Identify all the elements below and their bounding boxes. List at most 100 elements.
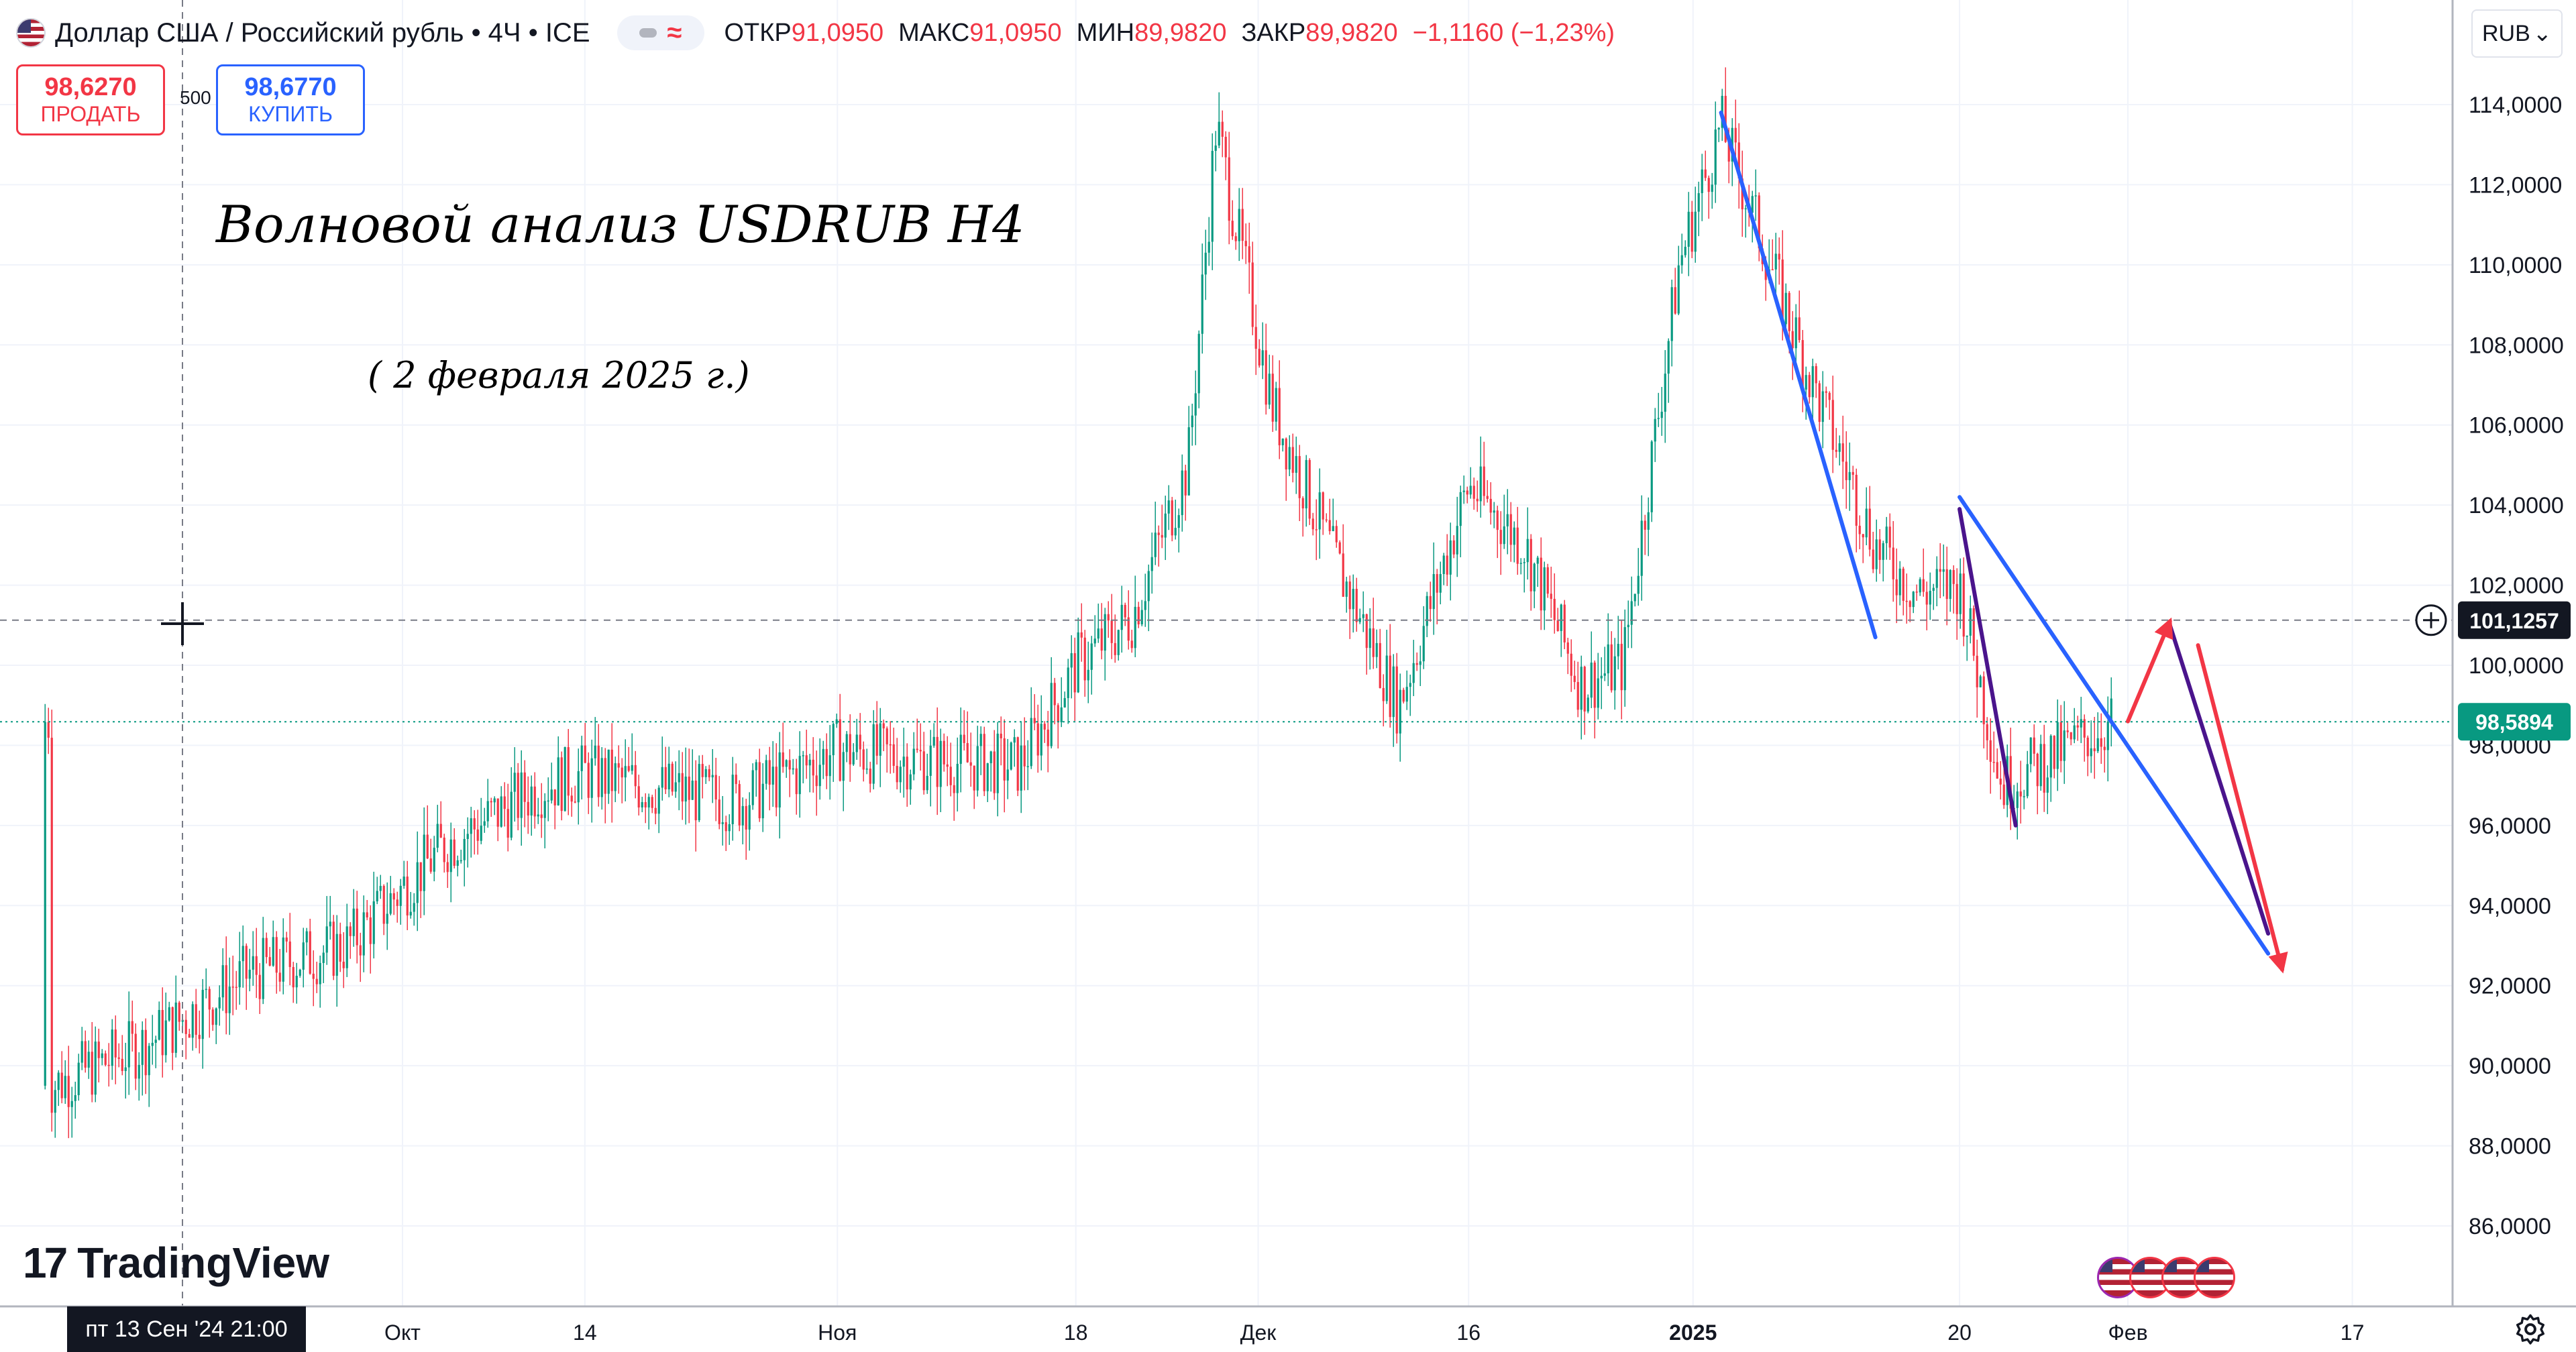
candle-body xyxy=(1449,540,1452,575)
candle-body xyxy=(1587,697,1589,712)
y-tick-label: 90,0000 xyxy=(2469,1054,2551,1079)
candle-body xyxy=(1788,292,1790,331)
candle-body xyxy=(1949,570,1951,600)
candle-body xyxy=(205,989,207,991)
candle-body xyxy=(761,783,764,819)
candle-body xyxy=(1650,441,1653,512)
candle-body xyxy=(1140,610,1143,625)
market-status-pill[interactable]: ≈ xyxy=(616,15,704,50)
candle-body xyxy=(275,937,278,973)
candle-body xyxy=(1130,640,1133,649)
candle-body xyxy=(1090,643,1093,670)
symbol-title[interactable]: Доллар США / Российский рубль • 4Ч • ICE xyxy=(55,17,590,48)
candle-body xyxy=(627,766,630,771)
candle-body xyxy=(718,799,720,824)
candle-body xyxy=(704,769,707,777)
candle-body xyxy=(500,796,502,827)
candle-body xyxy=(1154,532,1157,557)
candle-body xyxy=(1191,415,1193,428)
candle-body xyxy=(919,750,922,752)
candle-body xyxy=(1583,667,1586,712)
candle-body xyxy=(1798,317,1801,341)
candle-body xyxy=(778,752,781,808)
candle-body xyxy=(1171,500,1173,536)
candle-body xyxy=(1375,642,1378,657)
y-tick-label: 104,0000 xyxy=(2469,493,2564,518)
candle-body xyxy=(1114,642,1116,655)
candle-body xyxy=(909,774,912,790)
candle-body xyxy=(758,762,761,819)
candle-body xyxy=(587,763,590,798)
tradingview-logo[interactable]: 17 TradingView xyxy=(23,1238,329,1288)
candle-body xyxy=(899,767,902,783)
candle-body xyxy=(376,891,378,902)
candle-body xyxy=(570,795,573,802)
candle-body xyxy=(694,781,697,821)
candle-body xyxy=(47,722,50,738)
candle-body xyxy=(818,765,821,787)
currency-button[interactable]: RUB ⌄ xyxy=(2471,9,2563,58)
sell-price: 98,6270 xyxy=(44,73,137,101)
usd-event-icon[interactable] xyxy=(2194,1257,2235,1298)
candle-body xyxy=(1244,241,1247,247)
candle-body xyxy=(1432,574,1435,610)
chart-annotation-title[interactable]: Волновой анализ USDRUB H4 xyxy=(216,194,1025,254)
candle-body xyxy=(443,837,445,862)
candle-body xyxy=(1395,666,1398,734)
y-tick-label: 110,0000 xyxy=(2469,253,2562,278)
candle-body xyxy=(1429,596,1432,610)
candle-body xyxy=(1523,562,1525,563)
candle-body xyxy=(1509,514,1512,545)
candle-body xyxy=(1711,184,1713,192)
candle-body xyxy=(943,740,945,765)
economic-events[interactable] xyxy=(2097,1257,2235,1298)
candle-body xyxy=(641,802,643,808)
candle-body xyxy=(1600,675,1603,679)
candle-body xyxy=(2033,737,2035,754)
candle-body xyxy=(1023,745,1026,767)
gear-icon[interactable] xyxy=(2513,1312,2548,1347)
change-value: −1,1160 (−1,23%) xyxy=(1412,18,1615,47)
candle-body xyxy=(1345,581,1348,597)
candle-body xyxy=(1419,661,1421,665)
candle-body xyxy=(681,773,684,802)
sell-button[interactable]: 98,6270 ПРОДАТЬ xyxy=(16,64,165,135)
candle-body xyxy=(359,945,362,956)
candle-body xyxy=(1020,745,1022,791)
candle-body xyxy=(1328,520,1331,532)
candle-body xyxy=(480,826,482,841)
candle-body xyxy=(845,734,848,752)
candle-body xyxy=(1935,569,1938,588)
candle-body xyxy=(127,1021,130,1068)
buy-button[interactable]: 98,6770 КУПИТЬ xyxy=(216,64,365,135)
candle-body xyxy=(1234,236,1237,241)
ohlc-values: ОТКР91,0950 МАКС91,0950 МИН89,9820 ЗАКР8… xyxy=(724,19,1615,48)
candle-body xyxy=(698,764,700,821)
candle-body xyxy=(164,1020,167,1056)
candle-body xyxy=(1784,292,1787,325)
candle-body xyxy=(1010,742,1012,770)
candle-body xyxy=(1654,418,1656,442)
candle-body xyxy=(926,775,928,791)
candle-body xyxy=(1915,592,1918,593)
x-tick-label: 2025 xyxy=(1669,1320,1717,1345)
chart-annotation-date[interactable]: ( 2 февраля 2025 г.) xyxy=(368,354,750,396)
candle-body xyxy=(476,829,479,841)
candle-body xyxy=(953,785,955,793)
candle-body xyxy=(1831,400,1834,450)
candle-body xyxy=(1228,157,1230,221)
candle-body xyxy=(352,908,355,936)
candle-body xyxy=(178,1002,180,1022)
high-value: 91,0950 xyxy=(969,18,1062,47)
candle-body xyxy=(238,961,241,988)
order-quantity[interactable]: 500 xyxy=(180,87,211,108)
wave-line-purple xyxy=(2167,623,2271,936)
candle-body xyxy=(1479,466,1482,502)
usd-flag-icon xyxy=(16,18,46,48)
candle-body xyxy=(1486,496,1489,499)
candle-body xyxy=(309,931,311,974)
candle-body xyxy=(1318,492,1321,530)
candle-body xyxy=(1617,644,1619,657)
candle-body xyxy=(191,1004,194,1038)
